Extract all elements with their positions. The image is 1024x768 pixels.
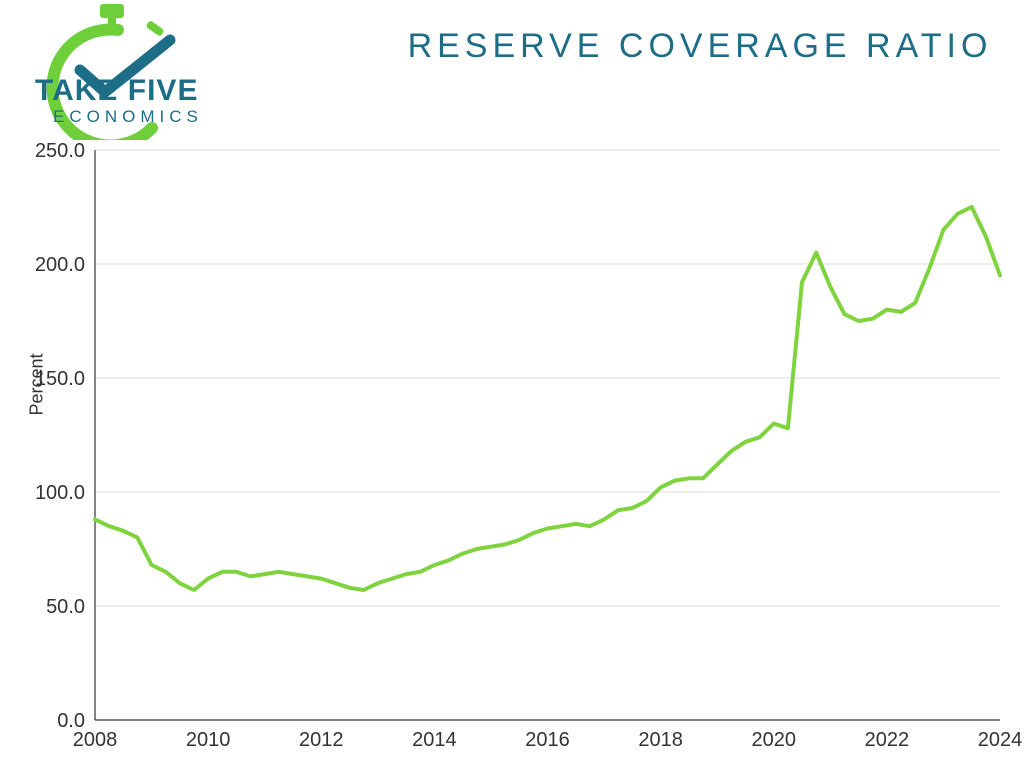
line-chart: 0.050.0100.0150.0200.0250.02008201020122… [0,0,1024,768]
y-tick-label: 200.0 [35,254,85,276]
y-tick-label: 50.0 [46,596,85,618]
y-tick-label: 250.0 [35,140,85,162]
x-tick-label: 2010 [186,729,231,751]
x-tick-label: 2024 [978,729,1023,751]
y-tick-label: 150.0 [35,368,85,390]
x-tick-label: 2016 [525,729,570,751]
x-tick-label: 2020 [752,729,797,751]
x-tick-label: 2018 [638,729,683,751]
x-tick-label: 2012 [299,729,344,751]
x-tick-label: 2008 [73,729,118,751]
x-tick-label: 2022 [865,729,910,751]
x-tick-label: 2014 [412,729,457,751]
y-tick-label: 100.0 [35,482,85,504]
